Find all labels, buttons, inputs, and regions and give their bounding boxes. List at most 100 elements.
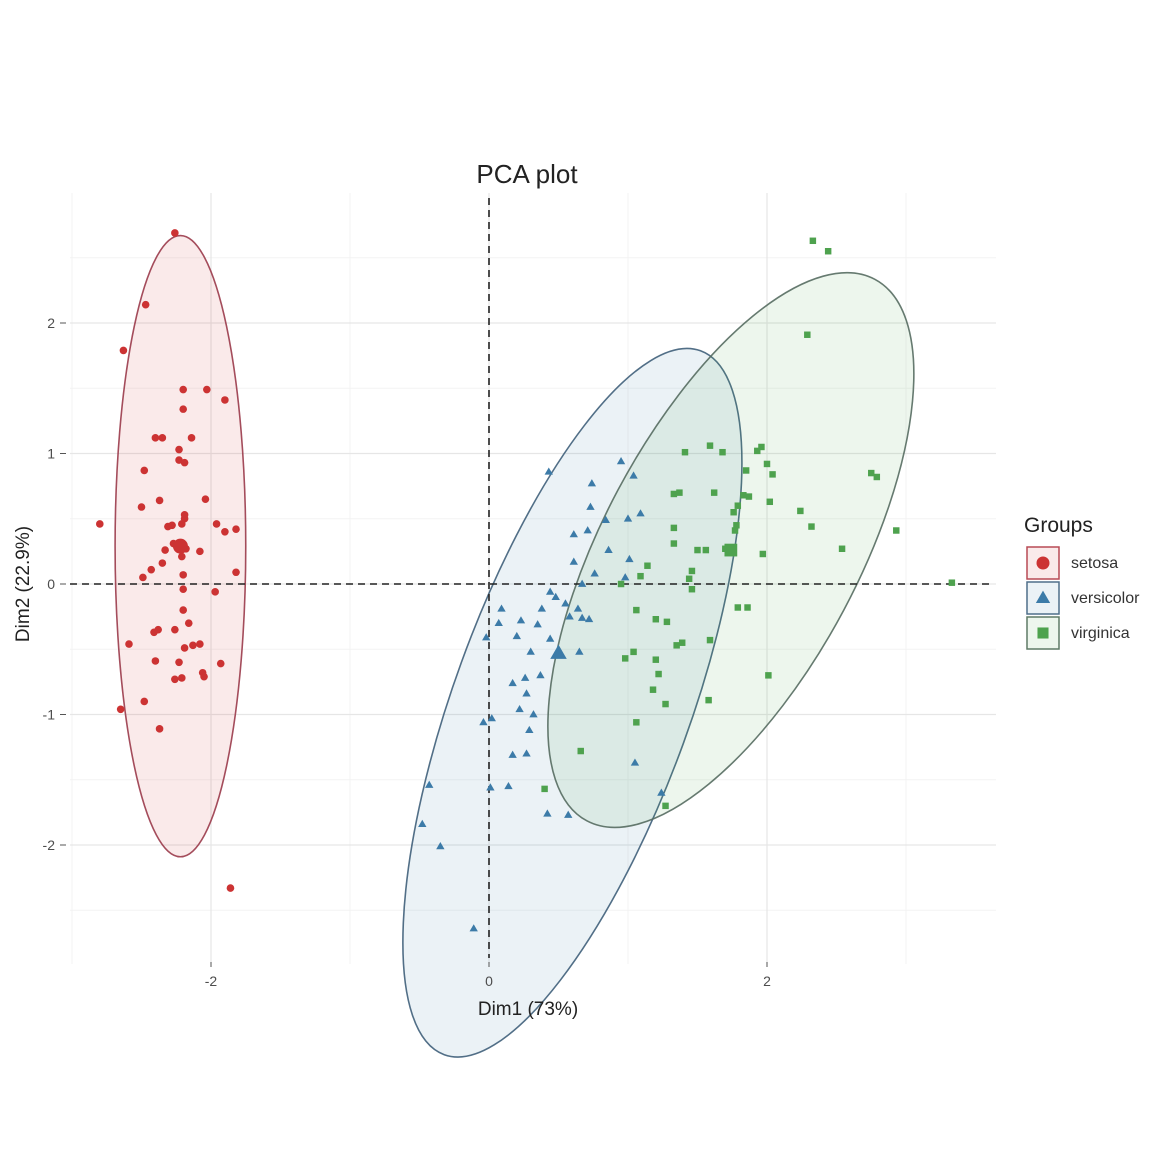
virginica-point — [719, 448, 726, 456]
versicolor-point — [565, 612, 574, 620]
versicolor-point — [587, 479, 597, 487]
versicolor-point — [590, 569, 599, 577]
virginica-point — [688, 585, 696, 593]
virginica-point — [804, 331, 811, 338]
versicolor-point — [543, 809, 552, 817]
setosa-point — [221, 396, 229, 404]
virginica-point — [766, 498, 774, 506]
setosa-point — [189, 641, 197, 650]
setosa-centroid — [172, 538, 188, 554]
setosa-point — [179, 585, 187, 594]
virginica-point — [824, 247, 832, 255]
versicolor-point — [657, 788, 666, 796]
virginica-point — [662, 700, 669, 708]
versicolor-point — [630, 758, 640, 766]
versicolor-point — [564, 810, 573, 818]
virginica-point — [733, 522, 740, 529]
virginica-point — [688, 567, 696, 575]
versicolor-point — [522, 689, 531, 697]
setosa-point — [125, 640, 133, 648]
setosa-point — [151, 434, 160, 442]
virginica-point — [769, 471, 776, 478]
virginica-point — [706, 442, 714, 449]
versicolor-point — [573, 604, 583, 612]
virginica-point — [734, 604, 742, 611]
setosa-point — [196, 640, 204, 648]
setosa-point — [178, 552, 186, 561]
setosa-point — [187, 434, 196, 442]
reference-lines — [70, 198, 994, 958]
virginica-point — [662, 802, 669, 810]
virginica-point — [673, 642, 680, 649]
versicolor-point — [629, 471, 638, 479]
setosa-point — [178, 520, 186, 528]
versicolor-point — [469, 924, 478, 932]
virginica-point — [681, 448, 689, 456]
versicolor-point — [436, 841, 445, 850]
setosa-point — [212, 520, 221, 528]
versicolor-point — [584, 614, 594, 623]
versicolor-point — [545, 587, 555, 595]
setosa-point — [151, 657, 160, 665]
virginica-point — [744, 604, 751, 611]
legend-title: Groups — [1024, 514, 1093, 537]
virginica-point — [577, 747, 584, 755]
virginica-point — [809, 237, 817, 245]
virginica-point — [731, 527, 739, 534]
virginica-point — [676, 489, 683, 496]
versicolor-point — [575, 647, 584, 655]
virginica-point — [702, 546, 710, 554]
virginica-point — [644, 562, 651, 569]
virginica-point — [633, 719, 640, 726]
versicolor-point — [425, 780, 434, 788]
virginica-point — [868, 469, 875, 477]
axis-ticks: -2 0 2 -2 -1 0 1 2 — [43, 315, 772, 989]
setosa-point — [158, 434, 167, 442]
versicolor-point — [561, 599, 570, 607]
setosa-point — [201, 495, 210, 503]
virginica-point — [797, 507, 804, 515]
setosa-point — [179, 571, 187, 579]
virginica-point — [873, 473, 881, 481]
versicolor-point — [486, 783, 495, 791]
setosa-point — [150, 628, 158, 637]
virginica-point — [740, 492, 747, 499]
versicolor-point — [569, 530, 578, 538]
virginica-point — [838, 545, 846, 552]
versicolor-point — [586, 502, 595, 510]
virginica-point — [670, 490, 678, 498]
setosa-point — [141, 300, 150, 309]
setosa-point — [140, 697, 149, 706]
legend-label-setosa: setosa — [1071, 555, 1118, 572]
y-tick-label: -1 — [43, 707, 56, 723]
virginica-point — [655, 670, 662, 678]
setosa-point — [180, 644, 189, 652]
setosa-point — [147, 565, 156, 574]
virginica-point — [758, 443, 765, 451]
virginica-point — [678, 639, 686, 646]
setosa-point — [180, 458, 189, 467]
setosa-point — [178, 674, 186, 682]
virginica-point — [670, 540, 678, 547]
versicolor-point — [536, 671, 545, 679]
virginica-point — [649, 686, 657, 693]
setosa-point — [139, 573, 147, 582]
setosa-point — [158, 559, 167, 567]
versicolor-point — [529, 710, 538, 718]
setosa-point — [180, 511, 189, 519]
legend-label-versicolor: versicolor — [1071, 590, 1140, 607]
virginica-point — [745, 493, 753, 500]
setosa-point — [171, 229, 179, 237]
virginica-point — [617, 580, 625, 588]
legend-items: setosa versicolor virginica — [1026, 546, 1140, 650]
setosa-point — [216, 659, 225, 668]
setosa-point — [175, 658, 183, 667]
virginica-point — [734, 502, 742, 509]
setosa-point — [155, 496, 164, 505]
virginica-point — [663, 618, 671, 626]
setosa-point — [184, 619, 193, 627]
virginica-point — [685, 575, 693, 583]
setosa-point — [232, 525, 240, 533]
versicolor-centroid — [550, 644, 567, 659]
setosa-point — [179, 385, 187, 394]
